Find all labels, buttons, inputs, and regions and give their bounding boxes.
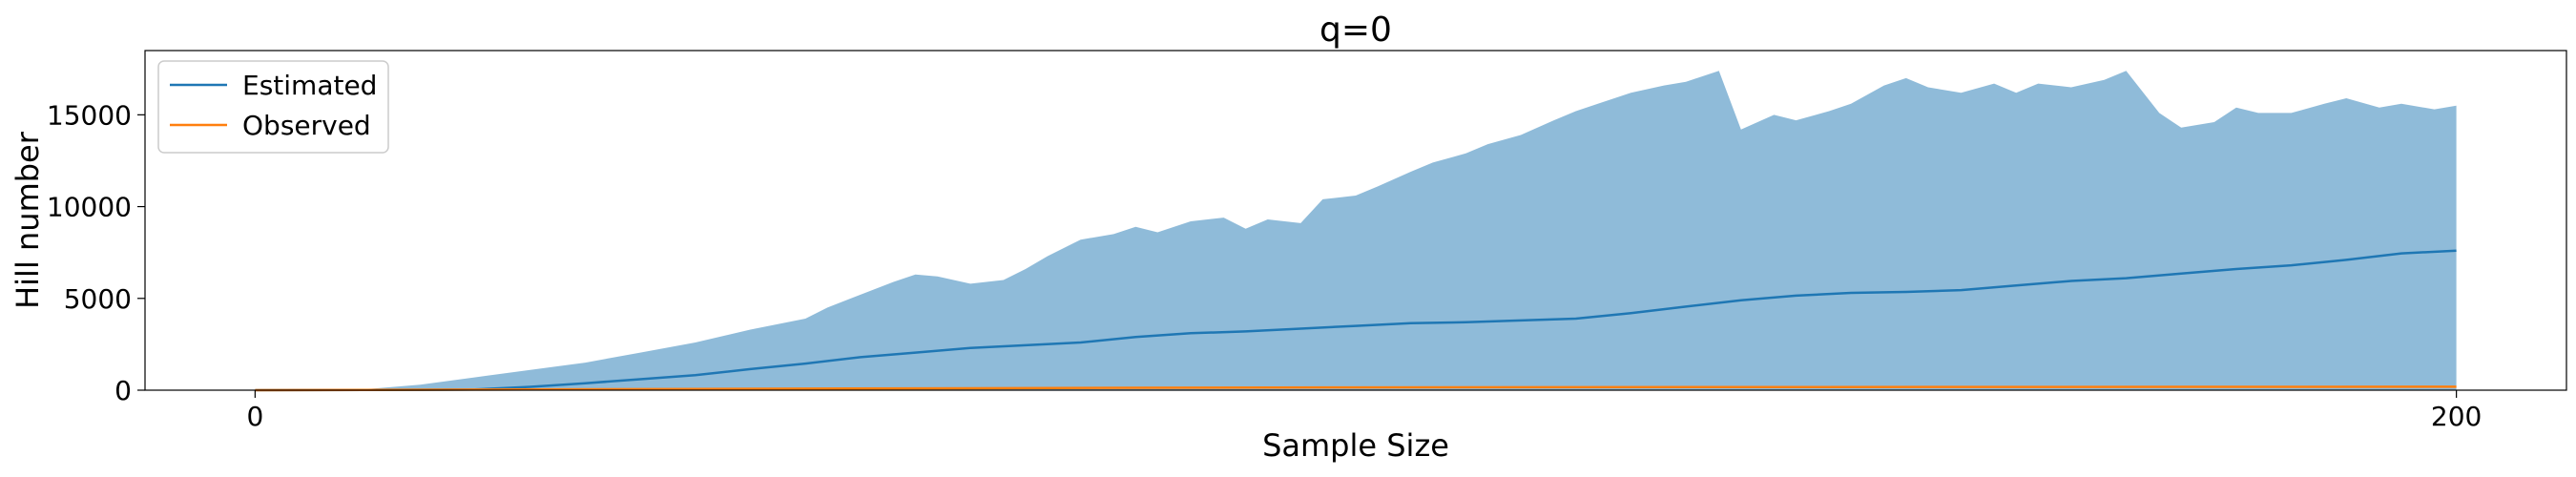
x-axis-label: Sample Size (1262, 427, 1449, 464)
legend-label-estimated: Estimated (242, 70, 377, 101)
axes-frame (144, 50, 2567, 391)
y-tick-label: 15000 (47, 99, 132, 131)
y-axis-label: Hill number (10, 131, 46, 309)
y-tick-label: 0 (114, 375, 132, 406)
chart-title: q=0 (1319, 10, 1392, 50)
axis-ticks: 0 200 0 5000 10000 15000 (47, 99, 2482, 432)
series-line-estimated (255, 249, 2457, 392)
confidence-band-estimated (255, 71, 2457, 390)
plot-area (255, 71, 2457, 392)
y-tick-label: 5000 (64, 283, 132, 315)
x-tick-label: 0 (246, 401, 263, 432)
legend-label-observed: Observed (242, 110, 371, 141)
y-tick-label: 10000 (47, 192, 132, 223)
legend: Estimated Observed (157, 60, 389, 154)
x-tick-label: 200 (2431, 401, 2482, 432)
